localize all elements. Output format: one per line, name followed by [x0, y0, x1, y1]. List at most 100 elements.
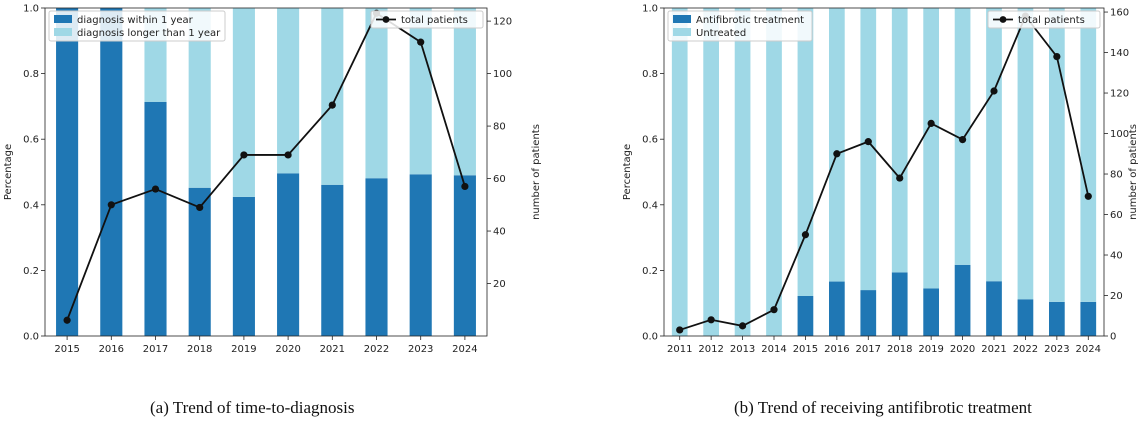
x-tick-label-2011: 2011 [667, 344, 692, 355]
y2-tick-label: 60 [493, 174, 506, 185]
total-patients-point-2015 [63, 316, 71, 324]
x-tick-label-2014: 2014 [761, 344, 786, 355]
y2-tick-label: 120 [493, 17, 512, 28]
bar-upper-2018 [188, 8, 211, 188]
legend-label-0: diagnosis within 1 year [77, 15, 194, 26]
x-tick-label-2021: 2021 [981, 344, 1006, 355]
bar-upper-2018 [891, 8, 908, 273]
total-patients-point-2013 [738, 322, 747, 330]
bar-upper-2011 [671, 8, 688, 336]
x-tick-label-2013: 2013 [730, 344, 755, 355]
total-patients-point-2017 [864, 138, 872, 146]
y-tick-label: 0.0 [23, 332, 39, 343]
total-patients-line [66, 11, 466, 321]
bar-lower-2022 [365, 178, 388, 336]
bar-lower-2023 [1049, 301, 1065, 336]
x-tick-label-2015: 2015 [54, 344, 79, 355]
y2-tick-label: 80 [493, 122, 506, 133]
caption-b: (b) Trend of receiving antifibrotic trea… [734, 398, 1032, 417]
legend-label-1: diagnosis longer than 1 year [77, 28, 221, 39]
x-tick-label-2019: 2019 [231, 344, 256, 355]
y2-tick-label: 20 [1110, 291, 1123, 302]
line-legend-label: total patients [401, 15, 468, 26]
bar-lower-2020 [954, 264, 971, 336]
total-patients-point-2021 [328, 101, 336, 109]
y-tick-label: 1.0 [642, 4, 658, 15]
x-tick-label-2012: 2012 [698, 344, 723, 355]
bar-lower-2018 [188, 187, 211, 336]
y2-axis-label: number of patients [531, 124, 542, 220]
bar-lower-2016 [829, 281, 845, 336]
chart-a: 0.0 0.2 0.4 0.6 0.8 1.0 20 40 60 80 100 120 2015 2016… [3, 4, 542, 356]
bar-upper-2021 [986, 8, 1002, 282]
bar-upper-2024 [1080, 8, 1097, 302]
y2-tick-label: 40 [493, 227, 506, 238]
bar-lower-2020 [277, 173, 300, 336]
line-legend-box [987, 10, 1101, 29]
bar-lower-2024 [453, 175, 476, 336]
total-patients-point-2019 [240, 151, 248, 159]
legend-swatch-0 [673, 15, 691, 23]
line-legend-box [370, 10, 484, 29]
legend-swatch-1 [54, 28, 72, 36]
bar-legend: diagnosis within 1 year diagnosis longer … [48, 10, 226, 42]
total-patients-line [679, 14, 1090, 331]
y2-tick-label: 80 [1110, 170, 1123, 181]
figure-a: 0.0 0.2 0.4 0.6 0.8 1.0 20 40 60 80 100 120 2015 2016… [0, 0, 550, 399]
bar-upper-2019 [923, 8, 939, 289]
bar-lower-2021 [986, 281, 1002, 336]
total-patients-point-2023 [417, 38, 425, 46]
total-patients-point-2020 [284, 151, 292, 159]
x-tick-label-2020: 2020 [275, 344, 300, 355]
y2-tick-label: 40 [1110, 251, 1123, 262]
bar-legend: Antifibrotic treatment Untreated [667, 10, 813, 42]
bar-upper-2013 [734, 8, 751, 336]
bar-upper-2019 [232, 8, 255, 197]
total-patients-point-2020 [958, 136, 967, 144]
bar-upper-2015 [797, 8, 814, 296]
x-tick-label-2018: 2018 [887, 344, 912, 355]
line-legend: total patients [370, 10, 484, 29]
legend-label-0: Antifibrotic treatment [696, 15, 804, 26]
bar-lower-2015 [797, 295, 814, 336]
y-tick-label: 0.2 [23, 266, 39, 277]
y-tick-label: 0.0 [642, 332, 658, 343]
bar-legend-box [667, 10, 813, 42]
legend-label-1: Untreated [696, 28, 746, 39]
bar-upper-2021 [321, 8, 344, 185]
x-tick-label-2022: 2022 [1013, 344, 1038, 355]
bar-lower-2017 [144, 101, 167, 336]
y-tick-label: 0.8 [642, 69, 658, 80]
x-tick-label-2023: 2023 [408, 344, 433, 355]
y-tick-label: 0.4 [642, 200, 658, 211]
bar-upper-2023 [409, 8, 432, 175]
total-patients-point-2018 [896, 174, 904, 182]
line-legend-marker [999, 16, 1007, 23]
line-legend-marker [382, 16, 390, 23]
bar-lower-2019 [923, 288, 939, 336]
total-patients-point-2023 [1053, 52, 1061, 61]
bar-legend-box [48, 10, 226, 42]
total-patients-point-2016 [833, 150, 841, 158]
x-tick-label-2018: 2018 [187, 344, 212, 355]
total-patients-point-2017 [151, 185, 160, 193]
y2-tick-label: 100 [493, 69, 512, 80]
bar-lower-2024 [1080, 301, 1097, 336]
bar-lower-2015 [56, 8, 79, 336]
x-tick-label-2022: 2022 [364, 344, 389, 355]
bar-upper-2022 [1017, 8, 1034, 300]
total-patients-point-2024 [461, 182, 469, 191]
bar-upper-2016 [829, 8, 845, 282]
plot-frame [663, 7, 1105, 337]
x-tick-label-2020: 2020 [950, 344, 975, 355]
total-patients-point-2011 [676, 326, 684, 334]
x-tick-label-2024: 2024 [1076, 344, 1101, 355]
y2-tick-label: 100 [1110, 129, 1129, 140]
bar-upper-2020 [277, 8, 300, 174]
legend-swatch-0 [54, 15, 72, 23]
bar-lower-2016 [100, 8, 123, 336]
y-tick-label: 0.8 [23, 69, 39, 80]
total-patients-point-2012 [707, 316, 715, 324]
x-tick-label-2017: 2017 [143, 344, 168, 355]
y-axis-label: Percentage [3, 144, 14, 200]
